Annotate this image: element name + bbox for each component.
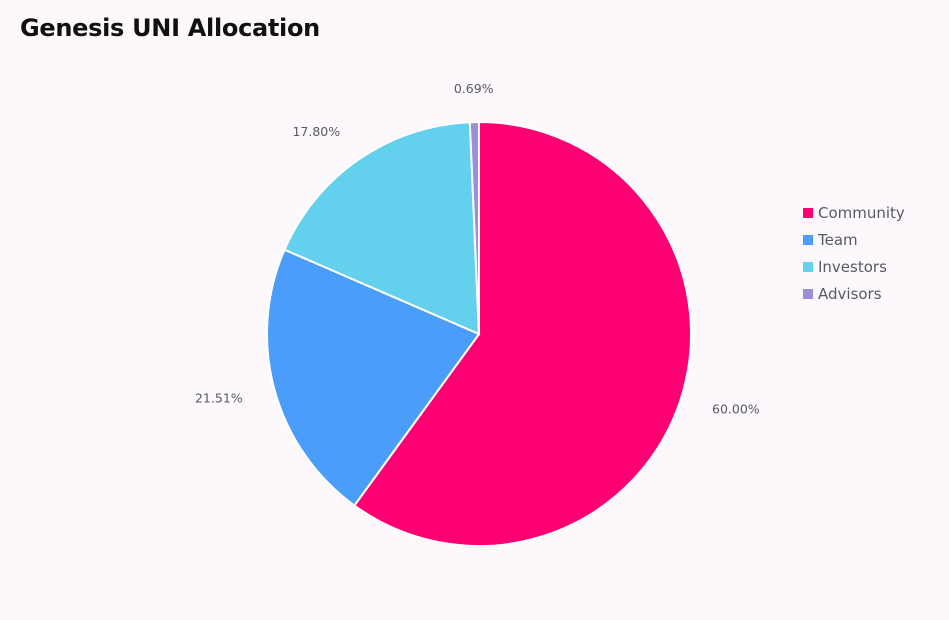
legend-label: Community (818, 203, 905, 222)
pie-slice-community[interactable] (352, 120, 692, 547)
legend-label: Investors (818, 257, 887, 276)
legend-label: Team (818, 230, 858, 249)
legend-item-investors[interactable]: Investors (803, 253, 905, 280)
chart-title: Genesis UNI Allocation (20, 14, 320, 42)
legend-swatch (803, 288, 813, 299)
legend-swatch (803, 234, 813, 245)
legend-swatch (803, 207, 813, 218)
legend-item-advisors[interactable]: Advisors (803, 280, 905, 307)
pie-slice-team[interactable] (266, 248, 481, 507)
slice-label-team: 21.51% (195, 391, 243, 406)
pie-slice-advisors[interactable] (468, 120, 480, 335)
slice-label-advisors: 0.69% (454, 81, 494, 96)
slice-label-investors: 17.80% (292, 124, 340, 139)
pie-slice-investors[interactable] (283, 121, 481, 336)
slice-label-community: 60.00% (712, 402, 760, 417)
legend-item-community[interactable]: Community (803, 199, 905, 226)
legend-item-team[interactable]: Team (803, 226, 905, 253)
legend-label: Advisors (818, 284, 882, 303)
legend-swatch (803, 261, 813, 272)
chart-legend: Community Team Investors Advisors (803, 199, 905, 307)
